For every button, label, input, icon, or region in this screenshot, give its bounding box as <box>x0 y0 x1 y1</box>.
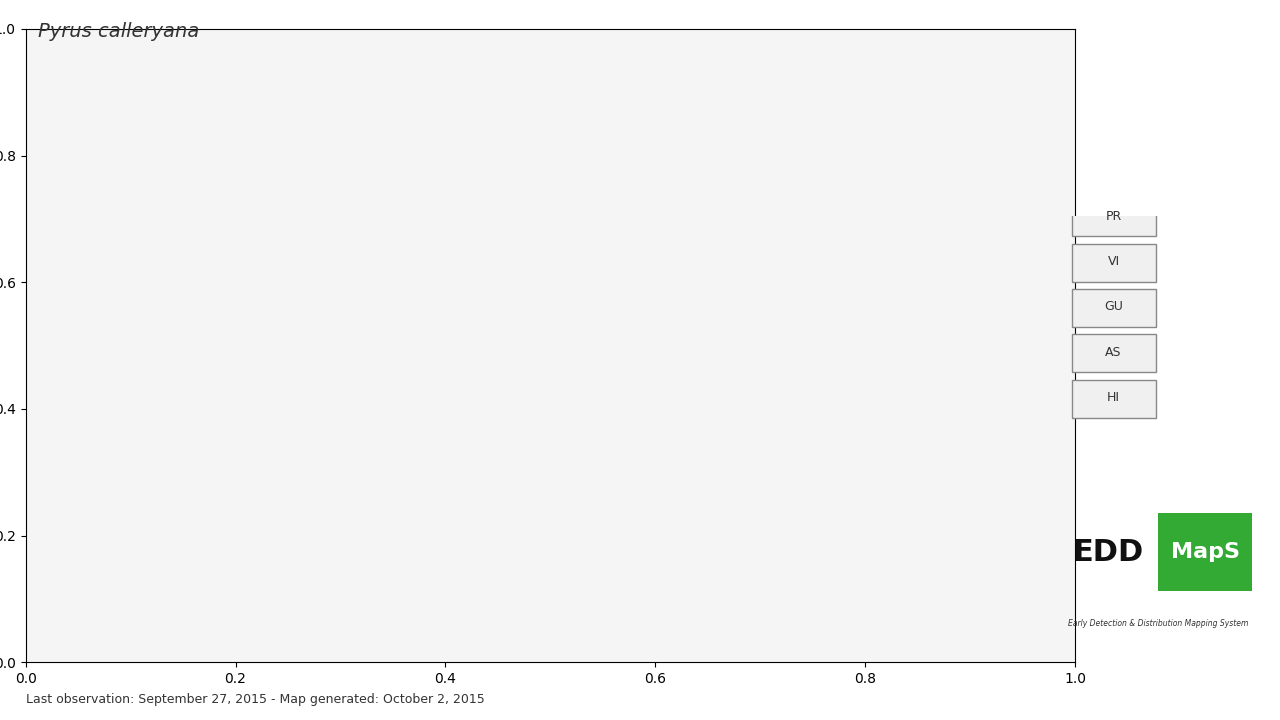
Text: VI: VI <box>1107 255 1120 268</box>
Text: GU: GU <box>1105 300 1123 313</box>
Text: HI: HI <box>1107 391 1120 404</box>
FancyBboxPatch shape <box>1158 513 1252 591</box>
Text: MapS: MapS <box>1171 542 1240 562</box>
Text: Early Detection & Distribution Mapping System: Early Detection & Distribution Mapping S… <box>1069 619 1248 628</box>
FancyBboxPatch shape <box>1071 380 1156 418</box>
Text: AS: AS <box>1106 346 1121 359</box>
Text: Pyrus calleryana: Pyrus calleryana <box>38 22 200 40</box>
Text: EDD: EDD <box>1071 539 1143 567</box>
FancyBboxPatch shape <box>1071 289 1156 327</box>
FancyBboxPatch shape <box>1071 243 1156 282</box>
Text: Last observation: September 27, 2015 - Map generated: October 2, 2015: Last observation: September 27, 2015 - M… <box>26 693 484 706</box>
FancyBboxPatch shape <box>1071 199 1156 236</box>
FancyBboxPatch shape <box>1071 334 1156 372</box>
Text: PR: PR <box>1106 210 1121 222</box>
